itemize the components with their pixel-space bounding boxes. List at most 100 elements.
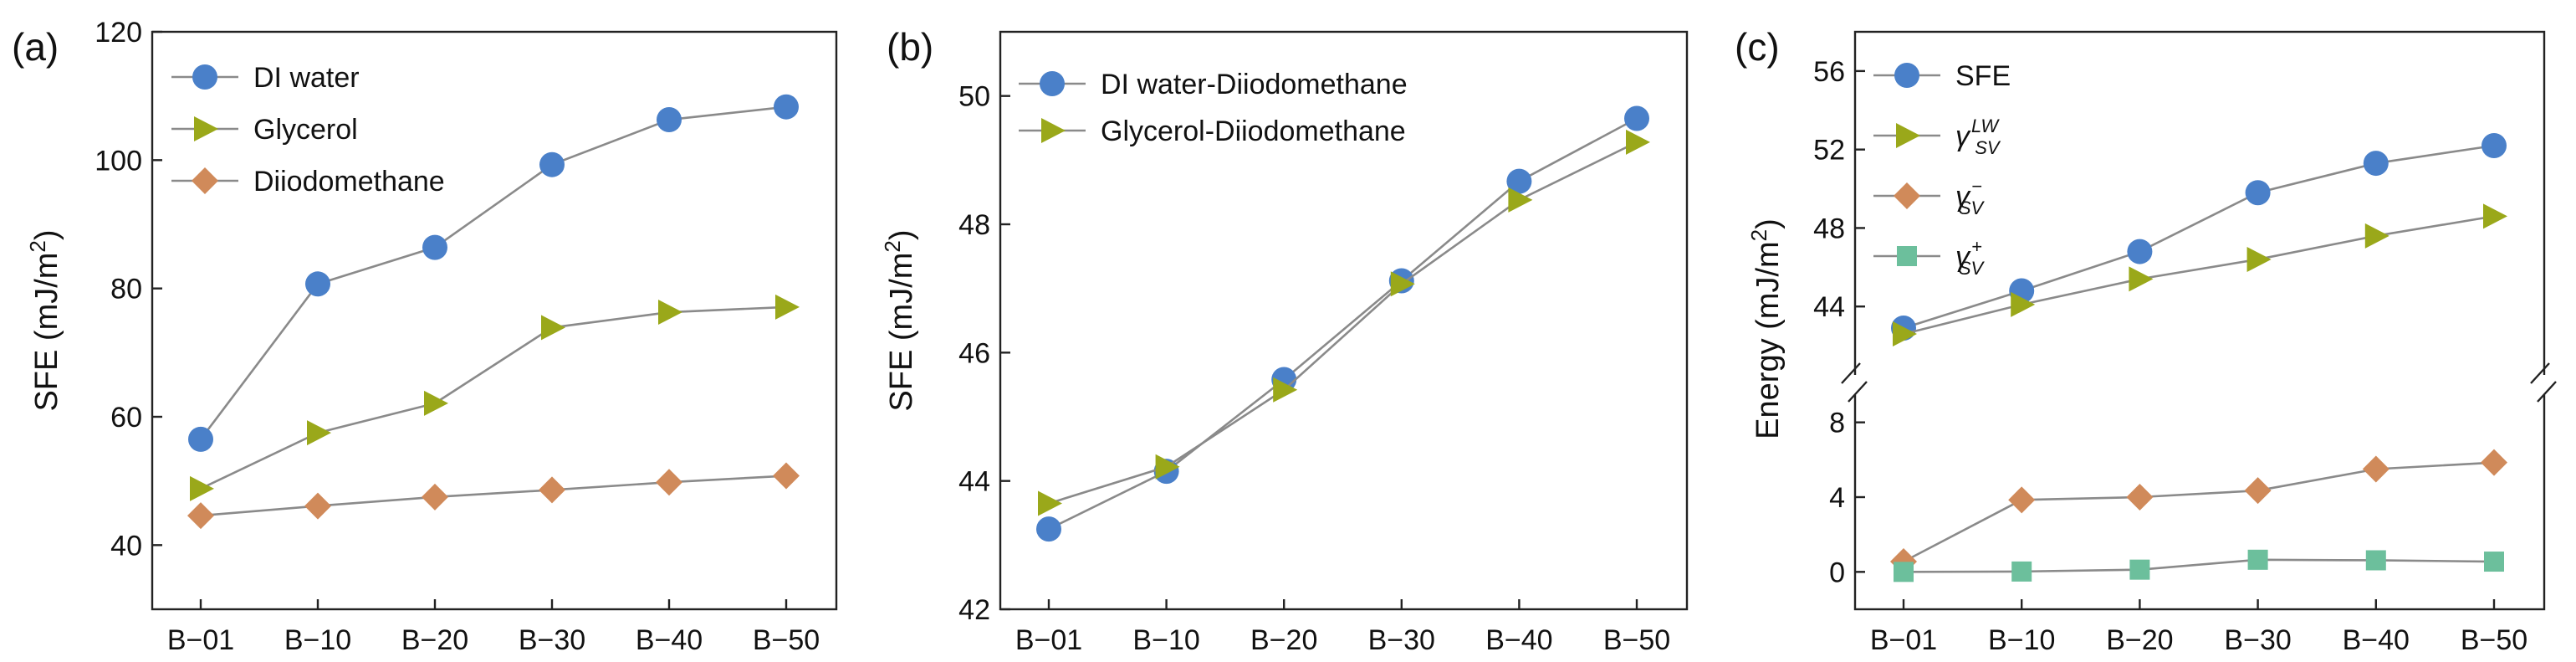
data-point-triangle [307, 420, 331, 446]
series-line-0 [199, 105, 787, 440]
legend-entry: Diiodomethane [171, 166, 445, 198]
legend-marker-triangle [1896, 123, 1920, 148]
data-point-triangle [1038, 490, 1062, 516]
y-tick-label: 48 [958, 209, 990, 241]
data-point-triangle [658, 300, 682, 326]
y-axis-label: SFE (mJ/m2) [25, 229, 64, 411]
y-tick-label: 46 [958, 337, 990, 369]
data-point-triangle [2364, 223, 2389, 249]
y-tick-label: 100 [95, 145, 142, 177]
data-point-square [2129, 559, 2150, 580]
data-point-diamond [2126, 484, 2154, 511]
series-line-1 [1048, 141, 1638, 505]
y-tick-label: 52 [1813, 135, 1845, 167]
data-point-diamond [2362, 455, 2389, 483]
legend-marker-diamond [192, 167, 218, 194]
x-tick-label: B−40 [1485, 624, 1552, 656]
legend-entry: γ− SV [1873, 176, 1986, 218]
legend-label: γ+ SV [1955, 236, 1986, 279]
x-tick-label: B−10 [1132, 624, 1199, 656]
series-line-0 [1903, 144, 2495, 330]
axis-break-mark-right [2537, 381, 2557, 403]
data-point-triangle [1273, 377, 1298, 403]
data-point-diamond [773, 462, 800, 490]
y-axis-label: SFE (mJ/m2) [880, 229, 919, 411]
legend-entry: DI water-Diiodomethane [1019, 69, 1408, 100]
data-point-triangle [424, 390, 448, 416]
data-point-triangle [1508, 187, 1533, 213]
y-tick-label: 0 [1829, 557, 1845, 588]
y-tick-label: 42 [958, 594, 990, 626]
data-point-circle [657, 107, 682, 133]
legend-entry: γLW SV [1873, 115, 2001, 158]
data-point-diamond [304, 492, 331, 520]
y-tick-label: 120 [95, 17, 142, 49]
plot-frame [151, 30, 838, 611]
data-point-circle [2481, 132, 2507, 158]
data-point-circle [188, 426, 213, 452]
x-tick-label: B−40 [2343, 624, 2410, 656]
x-tick-label: B−30 [1368, 624, 1435, 656]
panel-label: (c) [1735, 25, 1780, 69]
y-tick-label: 40 [110, 530, 142, 562]
data-point-circle [2245, 180, 2271, 206]
legend-label: γLW SV [1955, 115, 2001, 158]
data-point-diamond [656, 469, 682, 496]
data-point-diamond [2244, 477, 2272, 505]
legend-entry: Glycerol [171, 114, 358, 146]
series-line-2 [1903, 461, 2495, 563]
x-tick-label: B−01 [167, 624, 234, 656]
panel-a: B−01 B−10 B−20 B−30 B−40 B−50 40 60 80 100 120 SFE … [12, 17, 838, 656]
x-tick-label: B−20 [2106, 624, 2173, 656]
data-point-circle [539, 151, 565, 177]
y-tick-label: 8 [1829, 408, 1845, 439]
x-tick-label: B−20 [401, 624, 468, 656]
legend-marker-circle [1040, 71, 1065, 96]
data-point-circle [2127, 239, 2153, 264]
y-axis-label: Energy (mJ/m2) [1746, 218, 1786, 439]
legend-label: Diiodomethane [253, 166, 445, 198]
legend-label: Glycerol-Diiodomethane [1101, 115, 1406, 147]
data-point-circle [1506, 168, 1532, 194]
legend-label: SFE [1955, 60, 2011, 92]
data-point-square [2365, 550, 2386, 571]
data-point-square [2247, 549, 2268, 570]
y-tick-label: 50 [958, 81, 990, 113]
x-tick-label: B−01 [1870, 624, 1937, 656]
series-line-3 [1903, 558, 2495, 573]
data-point-circle [1624, 105, 1649, 131]
series-line-2 [200, 475, 787, 517]
legend-label: DI water-Diiodomethane [1101, 69, 1408, 100]
x-tick-label: B−40 [636, 624, 703, 656]
y-tick-label: 48 [1813, 213, 1845, 244]
data-point-circle [305, 271, 330, 297]
x-tick-label: B−01 [1015, 624, 1082, 656]
y-tick-label: 56 [1813, 56, 1845, 88]
panel-label: (b) [887, 25, 933, 69]
series-line-1 [1903, 215, 2495, 336]
data-point-triangle [541, 315, 565, 341]
x-tick-label: B−50 [2461, 624, 2527, 656]
data-point-circle [1036, 516, 1061, 542]
data-point-triangle [2011, 291, 2036, 317]
axis-break-mark-right [2530, 362, 2550, 384]
data-point-square [2011, 561, 2032, 582]
legend-entry: γ+ SV [1873, 236, 1986, 279]
axis-break-gap-left [1838, 375, 1872, 395]
data-point-diamond [539, 476, 565, 504]
legend-marker-circle [192, 64, 217, 90]
legend-marker-circle [1894, 63, 1919, 88]
panel-b: B−01 B−10 B−20 B−30 B−40 B−50 42 44 46 48 50 SFE (m… [880, 25, 1689, 656]
axis-break-mark-left [1841, 362, 1861, 384]
legend-marker-triangle [194, 116, 218, 141]
data-point-triangle [2129, 266, 2154, 292]
y-tick-label: 80 [110, 274, 142, 305]
legend-entry: DI water [171, 62, 360, 94]
x-tick-label: B−20 [1250, 624, 1317, 656]
legend-entry: SFE [1873, 60, 2011, 92]
legend-label: Glycerol [253, 114, 358, 146]
data-point-diamond [187, 502, 214, 530]
x-tick-label: B−50 [1603, 624, 1670, 656]
panel-c: B−01 B−10 B−20 B−30 B−40 B−5044485256048Energ… [1735, 25, 2561, 656]
data-point-circle [2363, 151, 2389, 177]
